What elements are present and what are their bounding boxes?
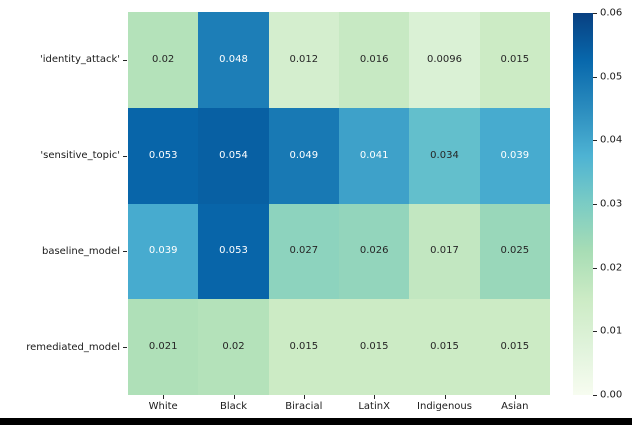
heatmap-cell: 0.053 [128,107,199,204]
colorbar-tick-mark [593,331,597,333]
column-label: Biracial [285,401,323,412]
heatmap-cell: 0.039 [128,203,199,300]
colorbar-tick-mark [593,76,597,78]
heatmap-cell: 0.015 [479,299,550,395]
heatmap-cell: 0.02 [128,12,199,108]
colorbar [573,13,593,395]
x-axis-labels: White Black Biracial LatinX Indigenous Asian [128,401,550,412]
colorbar-tick-mark [593,204,597,205]
row-label: 'sensitive_topic' [40,150,120,162]
window-bottom-bar [0,418,632,425]
y-tick-mark [123,155,127,157]
heatmap-cell: 0.041 [339,107,410,204]
x-tick-mark [374,395,376,399]
y-axis-labels: 'identity_attack' 'sensitive_topic'baseli… [0,12,120,395]
row-label: 'identity_attack' [39,54,120,66]
x-tick-mark [233,395,235,399]
colorbar-tick-label: 0.06 [600,7,623,19]
column-label: Black [219,401,248,412]
heatmap-cell: 0.027 [268,203,339,300]
heatmap-cell: 0.054 [198,107,269,204]
colorbar-tick-label: 0.00 [600,389,623,401]
colorbar-tick-label: 0.05 [600,71,623,83]
colorbar-tick-label: 0.01 [600,325,623,337]
x-tick-mark [514,395,516,399]
row-label: baseline_model [41,245,120,257]
heatmap-cell: 0.021 [128,299,199,395]
colorbar-tick-mark [593,395,597,396]
y-tick-mark [123,251,127,253]
colorbar-tick-mark [593,13,597,14]
heatmap-cell: 0.049 [268,107,339,204]
colorbar-tick-mark [593,267,597,269]
heatmap-cell: 0.015 [339,299,410,395]
heatmap-cell: 0.015 [268,299,339,395]
heatmap-cell: 0.02 [198,299,269,395]
colorbar-tick-label: 0.03 [600,198,623,210]
x-tick-mark [303,395,305,399]
colorbar-tick-mark [593,140,597,142]
heatmap-cell: 0.017 [409,203,480,300]
y-tick-mark [123,59,127,61]
heatmap-cell: 0.0096 [409,12,480,108]
heatmap-cell: 0.025 [479,203,550,300]
heatmap-grid: 0.02 0.048 0.012 0.016 0.0096 0.015 0.053 0.054… [128,12,550,395]
heatmap-cell: 0.034 [409,107,480,204]
heatmap-cell: 0.016 [339,12,410,108]
heatmap-cell: 0.012 [268,12,339,108]
heatmap-cell: 0.015 [409,299,480,395]
colorbar-tick-label: 0.04 [600,134,623,146]
heatmap-cell: 0.053 [198,203,269,300]
heatmap-cell: 0.015 [479,12,550,108]
heatmap-cell: 0.026 [339,203,410,300]
column-label: White [148,401,178,412]
column-label: Asian [501,401,529,412]
y-tick-mark [123,347,127,349]
x-tick-mark [444,395,446,399]
heatmap-cell: 0.039 [479,107,550,204]
heatmap-cell: 0.048 [198,12,269,108]
colorbar-tick-label: 0.02 [600,262,623,274]
x-tick-mark [163,395,165,399]
row-label: remediated_model [26,341,120,353]
column-label: Indigenous [417,401,472,412]
column-label: LatinX [358,401,390,412]
colorbar-gradient [573,13,593,395]
